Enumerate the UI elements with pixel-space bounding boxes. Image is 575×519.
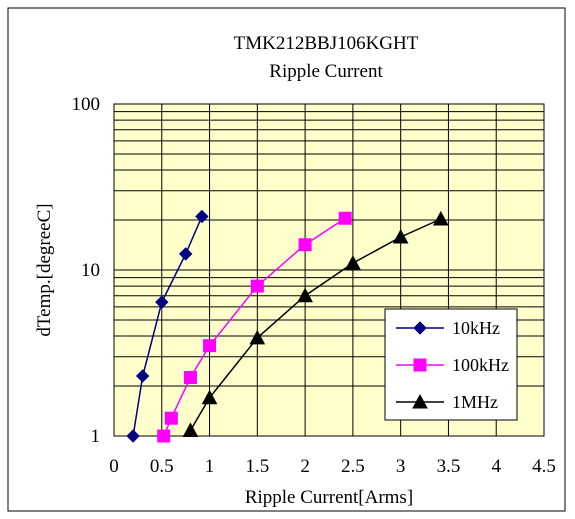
- data-point: [345, 255, 361, 270]
- legend-label: 1MHz: [452, 392, 498, 412]
- tick-labels: 0 0.5 1 1.5 2 2.5 3 3.5 4 4.5 1 10 100: [72, 94, 556, 477]
- series-layer: [126, 209, 449, 443]
- series-1MHz: [182, 210, 449, 437]
- data-point: [338, 211, 352, 225]
- series-100kHz: [157, 211, 352, 443]
- x-tick-label: 2.5: [341, 456, 365, 477]
- data-point: [392, 228, 409, 244]
- x-tick-label: 1: [205, 456, 215, 477]
- data-point: [183, 371, 197, 385]
- legend-marker: [413, 321, 427, 335]
- data-point: [297, 287, 313, 303]
- legend-marker: [413, 358, 427, 372]
- y-tick-label: 10: [81, 260, 100, 281]
- data-point: [195, 209, 209, 224]
- data-point: [157, 429, 171, 443]
- x-tick-label: 0: [109, 456, 119, 477]
- legend-marker: [412, 393, 428, 409]
- x-tick-label: 0.5: [150, 456, 174, 477]
- data-point: [250, 279, 264, 293]
- x-tick-label: 3.5: [437, 456, 461, 477]
- data-point: [126, 429, 140, 443]
- legend-label: 100kHz: [452, 355, 509, 375]
- x-tick-label: 1.5: [245, 456, 269, 477]
- legend-label: 10kHz: [452, 318, 500, 338]
- data-point: [201, 389, 218, 405]
- legend-entry: 100kHz: [396, 355, 509, 375]
- data-point: [298, 238, 312, 252]
- y-axis-label: dTemp.[degreeC]: [34, 203, 55, 336]
- data-point: [164, 411, 178, 425]
- data-point: [155, 295, 169, 309]
- data-point: [203, 339, 217, 353]
- y-tick-label: 100: [72, 94, 101, 115]
- x-axis-label: Ripple Current[Arms]: [245, 487, 413, 508]
- y-tick-label: 1: [91, 426, 101, 447]
- legend-entry: 10kHz: [396, 318, 500, 338]
- legend-entry: 1MHz: [396, 392, 498, 412]
- series-10kHz: [126, 209, 209, 443]
- legend: 10kHz 100kHz 1MHz: [384, 308, 518, 421]
- x-tick-label: 4.5: [532, 456, 556, 477]
- x-tick-label: 2: [300, 456, 310, 477]
- data-point: [178, 247, 193, 261]
- data-point: [182, 422, 199, 437]
- data-point: [432, 210, 449, 226]
- x-tick-label: 4: [491, 456, 501, 477]
- x-tick-label: 3: [396, 456, 406, 477]
- data-point: [249, 329, 266, 345]
- data-point: [135, 369, 150, 383]
- chart-subtitle: Ripple Current: [269, 61, 383, 82]
- chart-title: TMK212BBJ106KGHT: [234, 33, 419, 54]
